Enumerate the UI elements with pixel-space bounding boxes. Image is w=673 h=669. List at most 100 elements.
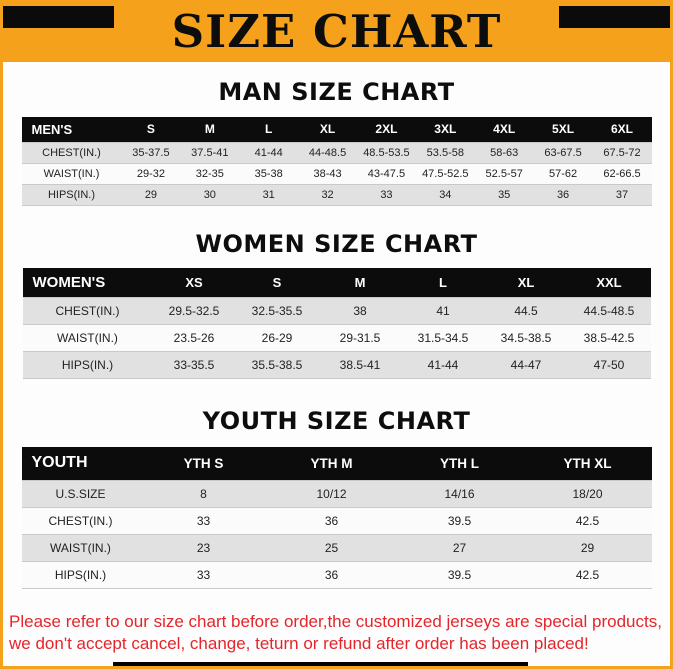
size-cell: 31 bbox=[239, 183, 299, 206]
women-size-section: WOMEN SIZE CHART WOMEN'S XS S M L XL XXL CHEST(… bbox=[3, 229, 670, 379]
size-cell: 67.5-72 bbox=[592, 141, 652, 164]
size-cell: 35 bbox=[474, 183, 534, 206]
size-cell: 29 bbox=[121, 183, 181, 206]
size-cell: 14/16 bbox=[395, 479, 524, 508]
size-cell: 29-32 bbox=[121, 162, 181, 185]
page-title: SIZE CHART bbox=[171, 4, 502, 58]
disclaimer-line-2: we don't accept cancel, change, teturn o… bbox=[9, 633, 589, 653]
size-cell: 32.5-35.5 bbox=[235, 297, 319, 325]
size-cell: 33 bbox=[139, 560, 268, 589]
size-cell: 27 bbox=[395, 533, 524, 562]
size-cell: 42.5 bbox=[523, 506, 652, 535]
size-column-header: M bbox=[318, 267, 402, 298]
size-cell: 32-35 bbox=[180, 162, 240, 185]
men-section-heading: MAN SIZE CHART bbox=[218, 78, 455, 106]
women-size-table: WOMEN'S XS S M L XL XXL CHEST(IN.) 29.5-32.5 32.5… bbox=[22, 267, 651, 379]
size-cell: 58-63 bbox=[474, 141, 534, 164]
row-label: WAIST(IN.) bbox=[22, 324, 153, 352]
disclaimer-note: Please refer to our size chart before or… bbox=[3, 611, 670, 655]
size-cell: 41-44 bbox=[401, 351, 485, 379]
youth-section-heading: YOUTH SIZE CHART bbox=[202, 407, 471, 435]
table-row: CHEST(IN.) 35-37.5 37.5-41 41-44 44-48.5 48.5… bbox=[21, 141, 652, 164]
size-cell: 29.5-32.5 bbox=[152, 297, 236, 325]
size-cell: 29-31.5 bbox=[318, 324, 402, 352]
row-label: WAIST(IN.) bbox=[21, 162, 122, 185]
size-column-header: YTH S bbox=[139, 447, 268, 480]
size-cell: 38-43 bbox=[298, 162, 357, 185]
size-column-header: L bbox=[401, 267, 485, 298]
size-cell: 34 bbox=[415, 183, 475, 206]
size-cell: 48.5-53.5 bbox=[357, 141, 416, 164]
size-cell: 35-38 bbox=[239, 162, 299, 185]
title-banner: SIZE CHART bbox=[3, 0, 670, 62]
size-cell: 62-66.5 bbox=[592, 162, 652, 185]
youth-size-section: YOUTH SIZE CHART YOUTH YTH S YTH M YTH L YTH… bbox=[3, 407, 670, 589]
size-column-header: XXL bbox=[567, 267, 651, 298]
size-cell: 36 bbox=[267, 506, 396, 535]
table-row: WAIST(IN.) 29-32 32-35 35-38 38-43 43-47.5 47.… bbox=[21, 162, 652, 185]
size-cell: 36 bbox=[267, 560, 396, 589]
men-size-table: MEN'S S M L XL 2XL 3XL 4XL 5XL 6XL CHEST(IN.) 35-37… bbox=[21, 117, 652, 206]
row-label: U.S.SIZE bbox=[21, 479, 140, 508]
size-cell: 47-50 bbox=[567, 351, 651, 379]
table-title-cell: MEN'S bbox=[21, 117, 122, 142]
size-cell: 53.5-58 bbox=[415, 141, 475, 164]
size-column-header: YTH XL bbox=[523, 447, 652, 480]
men-size-section: MAN SIZE CHART MEN'S S M L XL 2XL 3XL 4XL 5XL 6XL… bbox=[3, 78, 670, 206]
youth-size-table: YOUTH YTH S YTH M YTH L YTH XL U.S.SIZE 8 10/12… bbox=[21, 447, 652, 589]
size-cell: 39.5 bbox=[395, 506, 524, 535]
size-cell: 18/20 bbox=[523, 479, 652, 508]
table-title-cell: WOMEN'S bbox=[22, 267, 153, 298]
size-cell: 25 bbox=[267, 533, 396, 562]
table-row: WAIST(IN.) 23.5-26 26-29 29-31.5 31.5-34.5 34… bbox=[22, 324, 651, 352]
size-cell: 44-48.5 bbox=[298, 141, 357, 164]
row-label: HIPS(IN.) bbox=[22, 351, 153, 379]
table-row: HIPS(IN.) 29 30 31 32 33 34 35 36 37 bbox=[21, 183, 652, 206]
table-row: U.S.SIZE 8 10/12 14/16 18/20 bbox=[21, 479, 652, 508]
size-cell: 41-44 bbox=[239, 141, 299, 164]
row-label: HIPS(IN.) bbox=[21, 560, 140, 589]
size-column-header: 4XL bbox=[474, 117, 534, 142]
size-cell: 38 bbox=[318, 297, 402, 325]
row-label: HIPS(IN.) bbox=[21, 183, 122, 206]
table-header-row: WOMEN'S XS S M L XL XXL bbox=[22, 267, 651, 298]
row-label: CHEST(IN.) bbox=[21, 506, 140, 535]
size-cell: 43-47.5 bbox=[357, 162, 416, 185]
banner-right-black-bar bbox=[559, 6, 670, 28]
size-cell: 38.5-42.5 bbox=[567, 324, 651, 352]
size-cell: 33-35.5 bbox=[152, 351, 236, 379]
size-cell: 44-47 bbox=[484, 351, 568, 379]
size-cell: 32 bbox=[298, 183, 357, 206]
size-column-header: M bbox=[180, 117, 240, 142]
row-label: WAIST(IN.) bbox=[21, 533, 140, 562]
size-column-header: YTH L bbox=[395, 447, 524, 480]
size-cell: 35-37.5 bbox=[121, 141, 181, 164]
size-cell: 35.5-38.5 bbox=[235, 351, 319, 379]
size-column-header: XL bbox=[298, 117, 357, 142]
table-row: CHEST(IN.) 33 36 39.5 42.5 bbox=[21, 506, 652, 535]
size-cell: 47.5-52.5 bbox=[415, 162, 475, 185]
size-cell: 30 bbox=[180, 183, 240, 206]
size-cell: 29 bbox=[523, 533, 652, 562]
size-cell: 38.5-41 bbox=[318, 351, 402, 379]
size-cell: 8 bbox=[139, 479, 268, 508]
size-column-header: YTH M bbox=[267, 447, 396, 480]
women-section-heading: WOMEN SIZE CHART bbox=[195, 229, 478, 258]
size-column-header: 2XL bbox=[357, 117, 416, 142]
size-column-header: S bbox=[121, 117, 181, 142]
size-column-header: L bbox=[239, 117, 299, 142]
size-cell: 44.5 bbox=[484, 297, 568, 325]
size-cell: 37.5-41 bbox=[180, 141, 240, 164]
size-cell: 23 bbox=[139, 533, 268, 562]
size-cell: 10/12 bbox=[267, 479, 396, 508]
size-cell: 42.5 bbox=[523, 560, 652, 589]
table-row: WAIST(IN.) 23 25 27 29 bbox=[21, 533, 652, 562]
size-column-header: XL bbox=[484, 267, 568, 298]
table-title-cell: YOUTH bbox=[21, 447, 140, 480]
table-header-row: MEN'S S M L XL 2XL 3XL 4XL 5XL 6XL bbox=[21, 117, 652, 142]
row-label: CHEST(IN.) bbox=[21, 141, 122, 164]
size-cell: 23.5-26 bbox=[152, 324, 236, 352]
size-cell: 44.5-48.5 bbox=[567, 297, 651, 325]
size-cell: 63-67.5 bbox=[533, 141, 593, 164]
